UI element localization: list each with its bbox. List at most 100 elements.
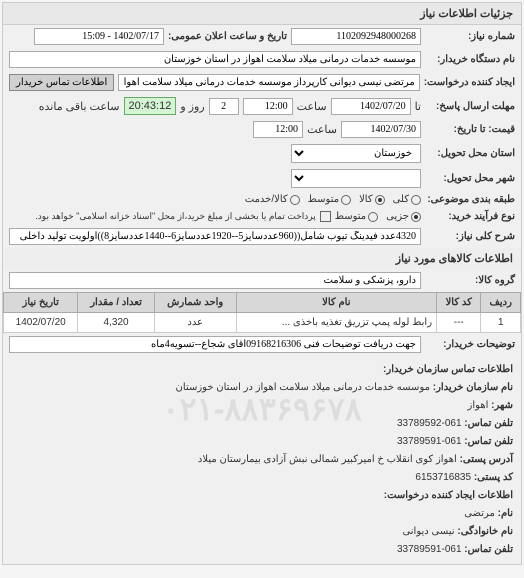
radio-minor[interactable]: جزیی — [386, 211, 421, 222]
days-label: روز و — [180, 100, 204, 113]
deadline-time-label: ساعت — [297, 100, 327, 113]
cell-code: --- — [437, 313, 481, 333]
buyer-org-row: نام دستگاه خریدار: — [3, 48, 521, 71]
phone-label: تلفن تماس: — [464, 418, 513, 429]
location-label: استان محل تحویل: — [425, 148, 515, 159]
remaining-time: 20:43:12 — [124, 97, 177, 115]
price-deadline-label: قیمت: تا تاریخ: — [425, 124, 515, 135]
goods-table: ردیف کد کالا نام کالا واحد شمارش تعداد /… — [3, 292, 521, 333]
creator-section-title: اطلاعات ایجاد کننده درخواست: — [11, 488, 513, 504]
location-row: استان محل تحویل: خوزستان — [3, 141, 521, 166]
notes-label: توضیحات خریدار: — [425, 339, 515, 350]
creator-name-line: نام: مرتضی — [11, 506, 513, 522]
creator-lastname-value: نیسی دیوانی — [402, 526, 454, 537]
price-time-label: ساعت — [307, 123, 337, 136]
goods-group-input[interactable] — [9, 272, 421, 289]
creator-lastname-line: نام خانوادگی: نیسی دیوانی — [11, 524, 513, 540]
creator-label: ایجاد کننده درخواست: — [424, 77, 515, 88]
cell-date: 1402/07/20 — [4, 313, 78, 333]
notes-row: توضیحات خریدار: — [3, 333, 521, 356]
city-label: شهر: — [491, 400, 513, 411]
panel-header: جزئیات اطلاعات نیاز — [3, 3, 521, 25]
process-radios: جزیی متوسط — [335, 211, 421, 222]
key-title-label: شرح کلی نیاز: — [425, 231, 515, 242]
radio-all[interactable]: کلی — [393, 194, 421, 205]
cell-unit: عدد — [154, 313, 236, 333]
creator-phone-line: تلفن تماس: 061-33789591 — [11, 542, 513, 558]
city-line: شهر: اهواز — [11, 398, 513, 414]
grouping-label: طبقه بندی موضوعی: — [425, 194, 515, 205]
announce-input[interactable] — [34, 28, 164, 45]
goods-group-label: گروه کالا: — [425, 275, 515, 286]
cell-name: رابط لوله پمپ تزریق تغذیه باخذی ... — [236, 313, 436, 333]
postal-line: کد پستی: 6153716835 — [11, 470, 513, 486]
deadline-date[interactable] — [331, 98, 411, 115]
key-title-input[interactable] — [9, 228, 421, 245]
radio-med[interactable]: متوسط — [335, 211, 378, 222]
table-row[interactable]: 1 --- رابط لوله پمپ تزریق تغذیه باخذی ..… — [4, 313, 521, 333]
fax-value: 061-33789591 — [397, 436, 462, 447]
days-count[interactable] — [209, 98, 239, 115]
price-deadline-row: قیمت: تا تاریخ: ساعت — [3, 118, 521, 141]
delivery-label: شهر محل تحویل: — [425, 173, 515, 184]
contact-section: اطلاعات تماس سازمان خریدار: نام سازمان خ… — [3, 356, 521, 564]
radio-goods[interactable]: کالا — [359, 194, 385, 205]
process-label: نوع فرآیند خرید: — [425, 211, 515, 222]
treasury-checkbox[interactable] — [320, 211, 331, 222]
radio-service[interactable]: کالا/خدمت — [245, 194, 300, 205]
announce-label: تاریخ و ساعت اعلان عمومی: — [168, 31, 287, 42]
col-name: نام کالا — [236, 293, 436, 313]
location-select[interactable]: خوزستان — [291, 144, 421, 163]
cell-num: 1 — [481, 313, 521, 333]
org-name-line: نام سازمان خریدار: موسسه خدمات درمانی می… — [11, 380, 513, 396]
city-value: اهواز — [468, 400, 489, 411]
key-title-row: شرح کلی نیاز: — [3, 225, 521, 248]
remaining-label: ساعت باقی مانده — [39, 100, 120, 113]
price-time[interactable] — [253, 121, 303, 138]
fax-label: تلفن تماس: — [464, 436, 513, 447]
table-header-row: ردیف کد کالا نام کالا واحد شمارش تعداد /… — [4, 293, 521, 313]
request-number-input[interactable] — [291, 28, 421, 45]
phone-value: 061-33789592 — [397, 418, 462, 429]
cell-qty: 4,320 — [78, 313, 154, 333]
postal-value: 6153716835 — [415, 472, 471, 483]
creator-row: ایجاد کننده درخواست: اطلاعات تماس خریدار — [3, 71, 521, 94]
delivery-select[interactable] — [291, 169, 421, 188]
fax-line: تلفن تماس: 061-33789591 — [11, 434, 513, 450]
col-num: ردیف — [481, 293, 521, 313]
postal-label: کد پستی: — [474, 472, 513, 483]
details-panel: جزئیات اطلاعات نیاز شماره نیاز: تاریخ و … — [2, 2, 522, 565]
notes-input[interactable] — [9, 336, 421, 353]
address-value: اهواز کوی انقلاب خ امیرکبیر شمالی نبش آز… — [198, 454, 457, 465]
org-name-label: نام سازمان خریدار: — [433, 382, 513, 393]
buyer-org-label: نام دستگاه خریدار: — [425, 54, 515, 65]
grouping-radios: کلی کالا متوسط کالا/خدمت — [245, 194, 421, 205]
col-date: تاریخ نیاز — [4, 293, 78, 313]
process-note: پرداخت تمام یا بخشی از مبلغ خرید،از محل … — [35, 211, 315, 222]
address-label: آدرس پستی: — [460, 454, 513, 465]
price-date[interactable] — [341, 121, 421, 138]
radio-medium[interactable]: متوسط — [308, 194, 351, 205]
col-code: کد کالا — [437, 293, 481, 313]
buyer-org-input[interactable] — [9, 51, 421, 68]
deadline-label: مهلت ارسال پاسخ: — [425, 101, 515, 112]
process-row: نوع فرآیند خرید: جزیی متوسط پرداخت تمام … — [3, 208, 521, 225]
creator-name-label: نام: — [498, 508, 513, 519]
col-qty: تعداد / مقدار — [78, 293, 154, 313]
creator-phone-value: 061-33789591 — [397, 544, 462, 555]
goods-group-row: گروه کالا: — [3, 269, 521, 292]
creator-input[interactable] — [118, 74, 419, 91]
deadline-ta: تا — [415, 100, 421, 113]
deadline-time[interactable] — [243, 98, 293, 115]
address-line: آدرس پستی: اهواز کوی انقلاب خ امیرکبیر ش… — [11, 452, 513, 468]
grouping-row: طبقه بندی موضوعی: کلی کالا متوسط کالا/خد… — [3, 191, 521, 208]
org-name-value: موسسه خدمات درمانی میلاد سلامت اهواز در … — [176, 382, 430, 393]
contact-info-button[interactable]: اطلاعات تماس خریدار — [9, 74, 114, 91]
creator-name-value: مرتضی — [464, 508, 495, 519]
deadline-row: مهلت ارسال پاسخ: تا ساعت روز و 20:43:12 … — [3, 94, 521, 118]
creator-lastname-label: نام خانوادگی: — [457, 526, 513, 537]
delivery-row: شهر محل تحویل: — [3, 166, 521, 191]
col-unit: واحد شمارش — [154, 293, 236, 313]
request-number-row: شماره نیاز: تاریخ و ساعت اعلان عمومی: — [3, 25, 521, 48]
contact-section-title: اطلاعات تماس سازمان خریدار: — [11, 362, 513, 378]
